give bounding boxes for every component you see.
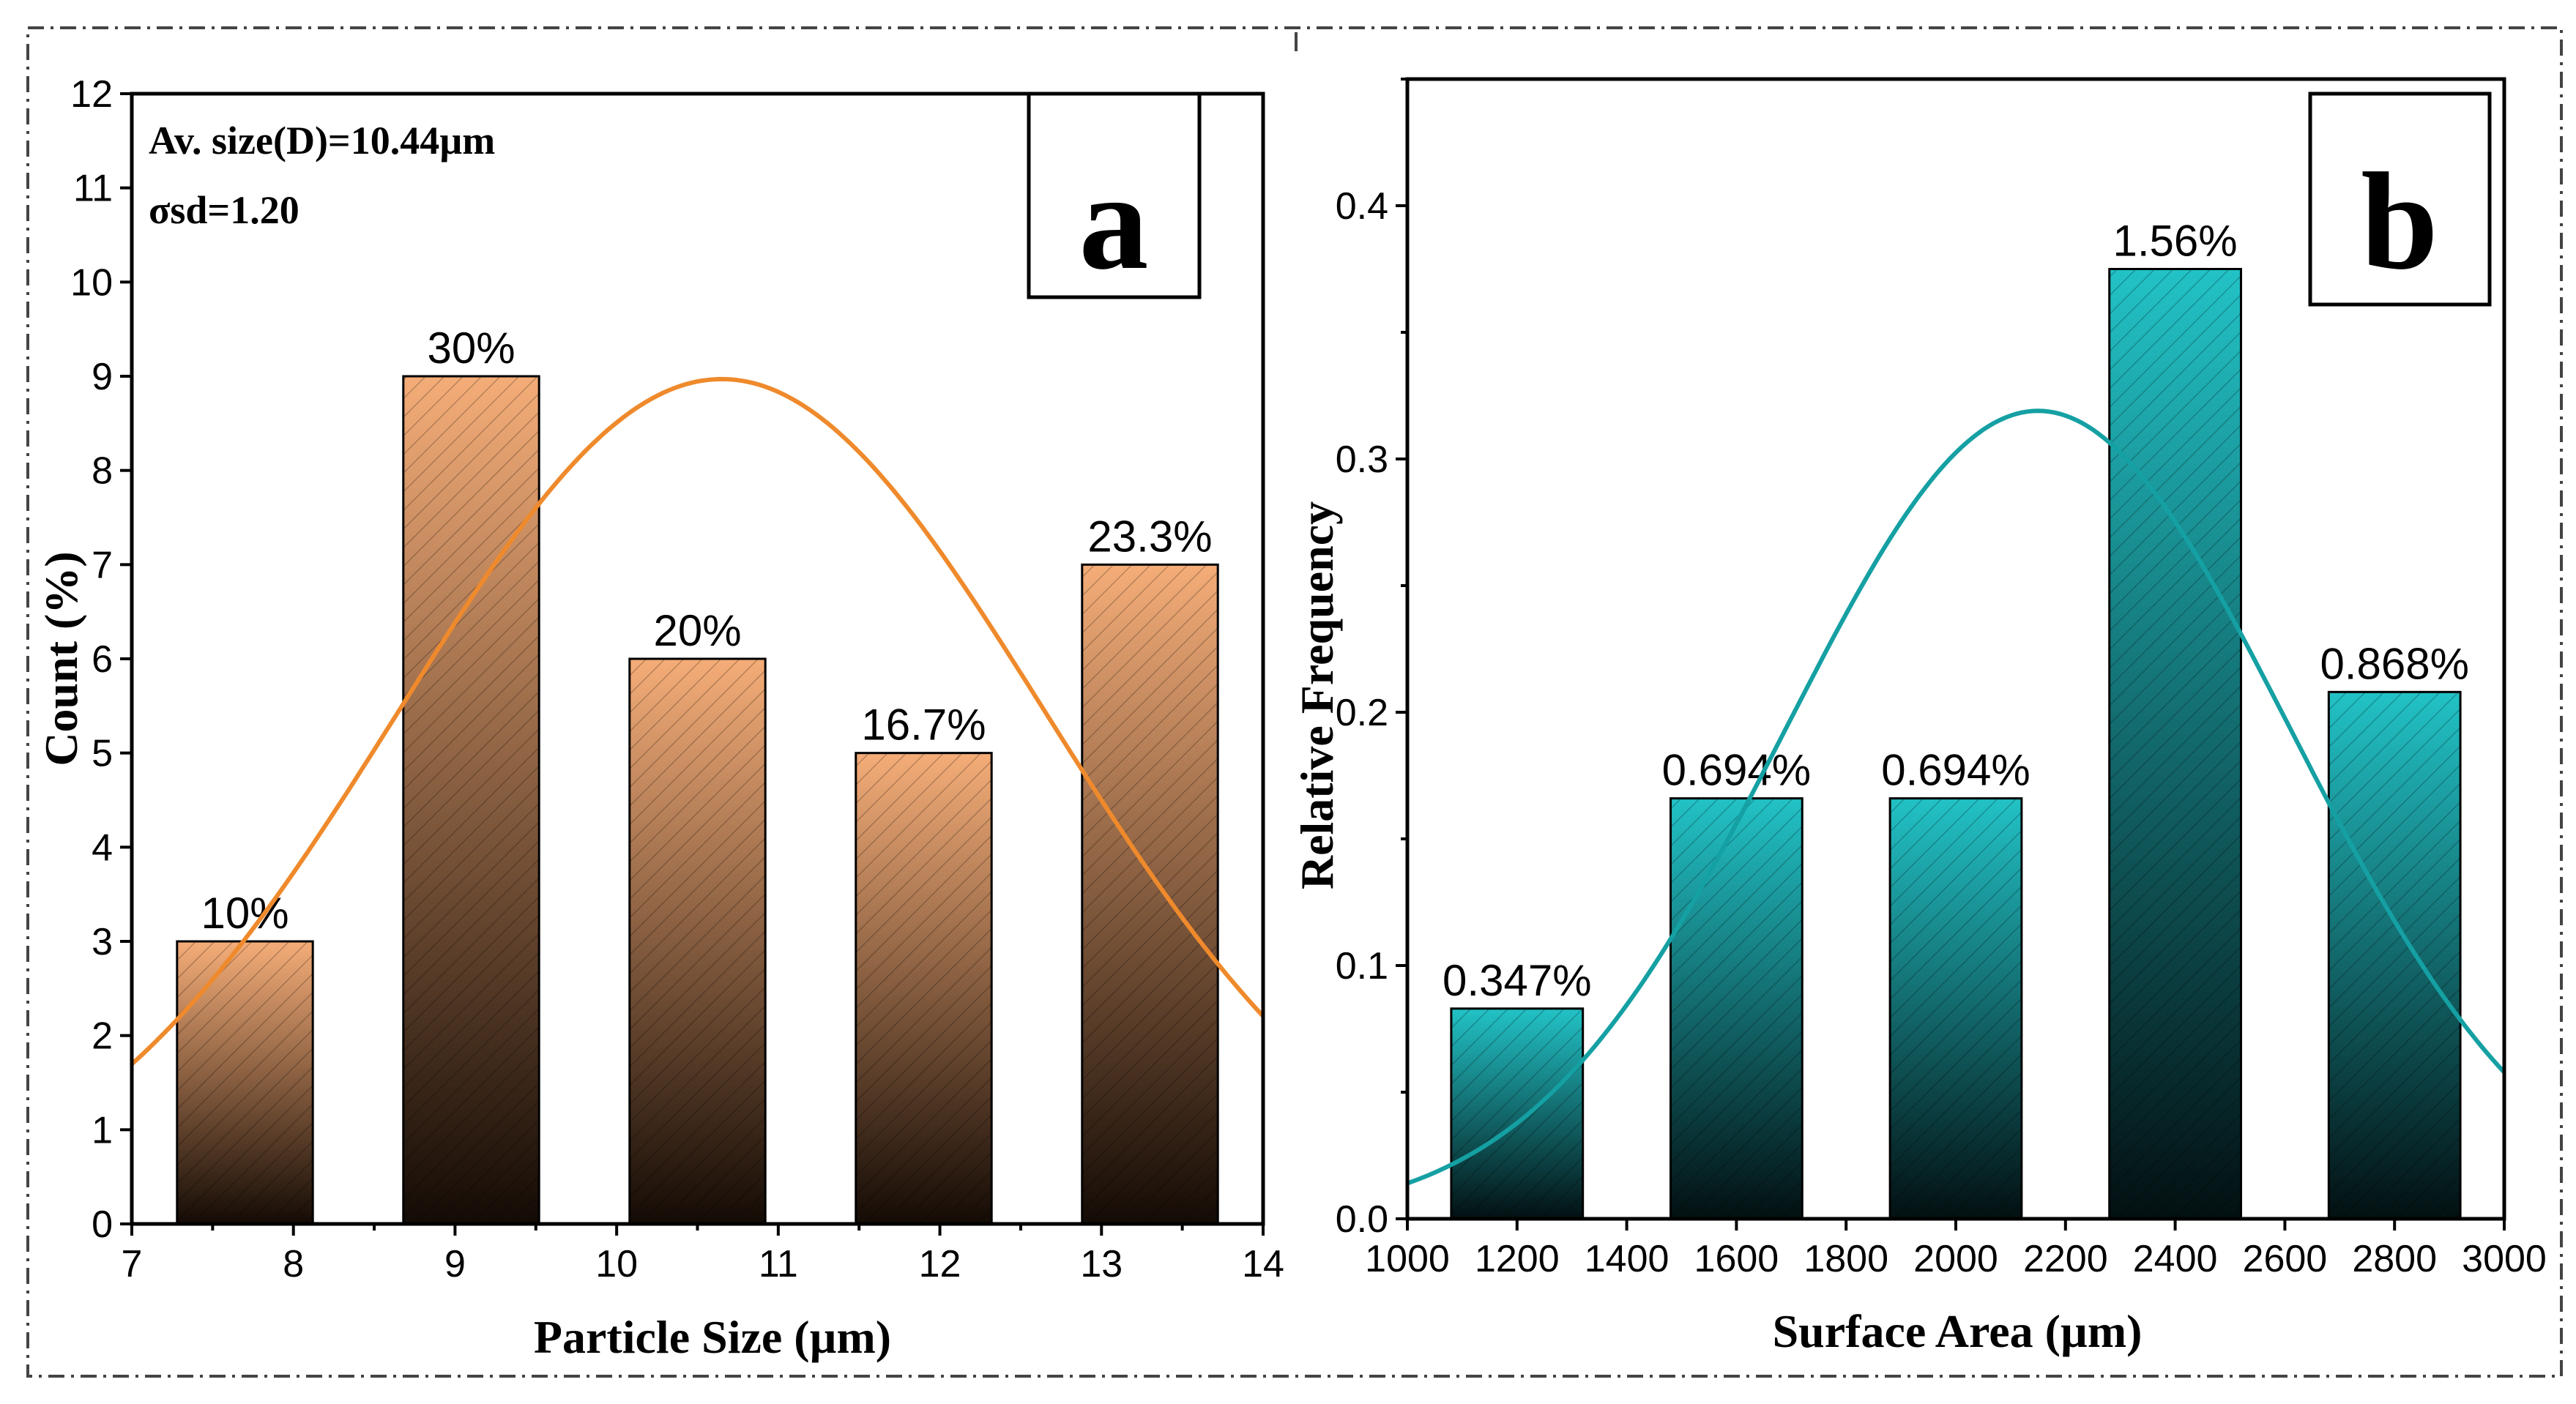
panel-a-y-tick-label: 12: [70, 73, 113, 116]
panel-a-y-tick-label: 9: [92, 356, 113, 398]
panel-a-y-tick-label: 4: [92, 826, 113, 869]
panel-a-y-tick-label: 8: [92, 450, 113, 493]
panel-a-y-title: Count (%): [35, 551, 87, 766]
panel-b-x-tick-label: 2800: [2352, 1238, 2437, 1280]
panel-a-bar-hatch: [403, 376, 540, 1224]
panel-b-y-tick-label: 0.1: [1336, 945, 1388, 987]
panel-b-fit-curve: [1407, 408, 2504, 1186]
panel-b-x-tick-label: 1800: [1803, 1238, 1888, 1280]
panel-a-bar-label: 23.3%: [1087, 512, 1212, 561]
figure-frame: [26, 26, 2563, 1378]
panel-b-bar-label: 0.347%: [1443, 956, 1592, 1005]
panel-b-y-tick-label: 0.2: [1336, 692, 1388, 734]
panel-b-x-tick-label: 1600: [1694, 1238, 1779, 1280]
panel-b-letter: b: [2361, 145, 2438, 299]
panel-a-sigma: σsd=1.20: [149, 188, 299, 232]
panel-a-bar-hatch: [855, 753, 992, 1224]
panel-a-bar-label: 20%: [653, 606, 741, 655]
panel-b-letter-box: [2308, 92, 2492, 307]
panel-a-x-tick-label: 8: [283, 1243, 304, 1285]
panel-a-fit-curve: [132, 376, 1263, 1066]
panel-a-y-tick-label: 5: [92, 733, 113, 775]
panel-a-x-tick-label: 12: [919, 1243, 961, 1285]
panel-b-x-tick-label: 2600: [2243, 1238, 2328, 1280]
panel-b-y-tick-label: 0.0: [1336, 1198, 1388, 1241]
panel-a-x-tick-label: 9: [444, 1243, 466, 1285]
panel-a-x-tick-label: 13: [1080, 1243, 1123, 1285]
panel-a-y-tick-label: 0: [92, 1203, 113, 1246]
panel-a-letter-box: [1027, 92, 1202, 299]
panel-a-bar-label: 30%: [427, 324, 515, 373]
panel-b-x-tick-label: 1400: [1585, 1238, 1669, 1280]
panel-b-bar-hatch: [1451, 1008, 1583, 1219]
panel-b-x-tick-label: 2200: [2023, 1238, 2108, 1280]
panel-b-x-tick-label: 3000: [2462, 1238, 2547, 1280]
panel-a-bar-hatch: [176, 941, 313, 1224]
panel-a-x-title: Particle Size (µm): [534, 1311, 891, 1363]
panel-b-bar-hatch: [1890, 798, 2022, 1219]
panel-b-x-tick-label: 2000: [1913, 1238, 1998, 1280]
panel-a-y-tick-label: 2: [92, 1015, 113, 1058]
panel-b-y-title: Relative Frequency: [1291, 501, 1343, 889]
panel-a-y-tick-label: 7: [92, 544, 113, 586]
panel-b-x-title: Surface Area (µm): [1773, 1305, 2143, 1357]
panel-a-y-tick-label: 1: [92, 1109, 113, 1151]
panel-b-x-tick-label: 1000: [1365, 1238, 1450, 1280]
panel-a-x-tick-label: 10: [595, 1243, 638, 1285]
panel-a-bar-label: 16.7%: [861, 701, 986, 750]
panel-a-y-tick-label: 3: [92, 921, 113, 963]
panel-b-bar-label: 0.694%: [1662, 746, 1812, 795]
panel-b-bar-label: 0.868%: [2320, 639, 2469, 688]
panel-a-x-tick-label: 11: [759, 1243, 798, 1285]
panel-b-bar-hatch: [1670, 798, 1803, 1219]
panel-b-y-tick-label: 0.4: [1336, 185, 1388, 228]
panel-b-bar-hatch: [2329, 692, 2461, 1219]
panel-a-letter: a: [1079, 145, 1149, 299]
panel-a-bar-hatch: [1082, 564, 1218, 1224]
panel-b-y-tick-label: 0.3: [1336, 438, 1388, 481]
panel-a-y-tick-label: 11: [73, 168, 113, 210]
panel-a-x-tick-label: 14: [1242, 1243, 1284, 1285]
panel-b-bar-label: 0.694%: [1881, 746, 2030, 795]
panel-a: 10%30%20%16.7%23.3% 7 8 9 10 11 12 13 140123456…: [35, 73, 1284, 1363]
panel-a-bar-hatch: [629, 659, 766, 1224]
panel-b: 0.347% 0.694% 0.694% 1.56% 0.868% 1000 1200 14…: [1291, 77, 2547, 1357]
panel-a-y-tick-label: 6: [92, 638, 113, 681]
panel-a-x-tick-label: 7: [122, 1243, 143, 1285]
panel-b-bar-label: 1.56%: [2113, 217, 2238, 266]
panel-b-x-tick-label: 1200: [1475, 1238, 1560, 1280]
panel-b-x-tick-label: 2400: [2133, 1238, 2218, 1280]
panel-a-avg-size: Av. size(D)=10.44µm: [149, 119, 495, 163]
panel-b-bar-hatch: [2109, 269, 2241, 1219]
panel-a-y-tick-label: 10: [70, 261, 113, 304]
